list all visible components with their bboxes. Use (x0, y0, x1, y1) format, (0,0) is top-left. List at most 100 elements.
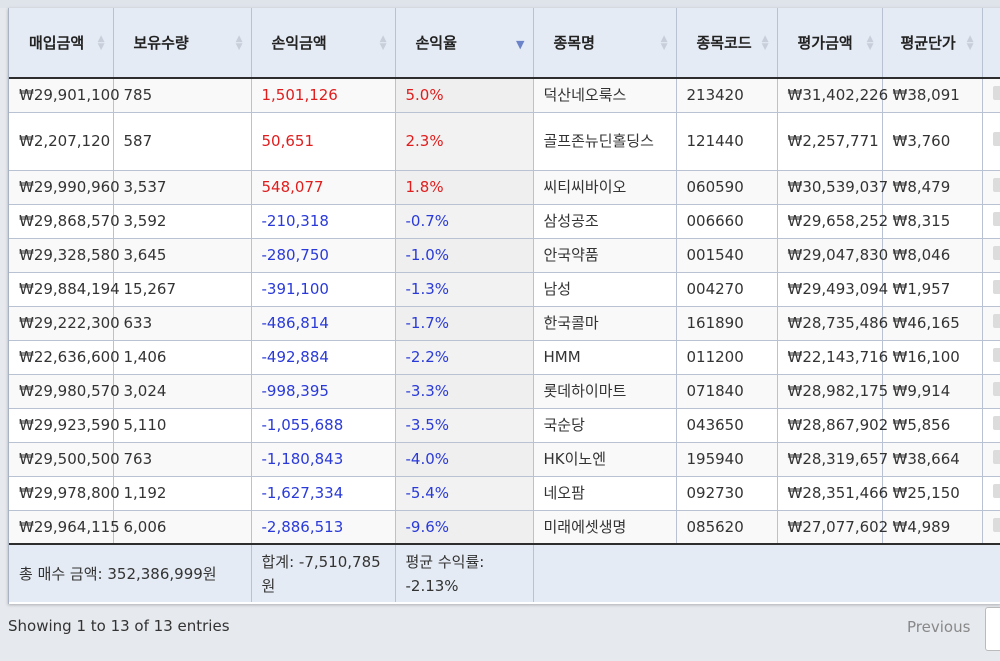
cell-quantity: 633 (113, 306, 252, 341)
row-action-cell (982, 112, 1000, 171)
next-page-button[interactable] (985, 607, 1000, 651)
row-action-button[interactable] (992, 86, 1000, 101)
table-footer: 총 매수 금액: 352,386,999원 합계: -7,510,785원 평균… (9, 543, 1000, 602)
average-rate: 평균 수익률: -2.13% (395, 543, 534, 602)
cell-eval: ₩2,257,771 (777, 112, 883, 171)
table-header: 매입금액 ▲ ▼ 보유수량 ▲ ▼ 손익금액 ▲ ▼ 손익율 ▼ 종목명 ▲ ▼ 종목코드 ▲ ▼ 평… (9, 8, 1000, 79)
table-row[interactable]: ₩29,978,800 1,192 -1,627,334 -5.4% 네오팜 092730… (9, 476, 1000, 511)
cell-stock-name: 국순당 (533, 408, 677, 443)
cell-stock-name: 씨티씨바이오 (533, 170, 677, 205)
col-header-stock-name[interactable]: 종목명 ▲ ▼ (533, 8, 677, 79)
cell-rate: -1.7% (395, 306, 534, 341)
cell-avg-price: ₩16,100 (882, 340, 983, 375)
cell-avg-price: ₩46,165 (882, 306, 983, 341)
cell-stock-code: 043650 (676, 408, 778, 443)
table-row[interactable]: ₩2,207,120 587 50,651 2.3% 골프존뉴딘홀딩스 121440 ₩2,… (9, 112, 1000, 171)
sort-icon: ▲ ▼ (966, 34, 974, 52)
cell-purchase: ₩29,500,500 (9, 442, 120, 477)
cell-profit-loss: -492,884 (251, 340, 396, 375)
cell-eval: ₩29,493,094 (777, 272, 888, 307)
cell-quantity: 1,406 (113, 340, 252, 375)
row-action-button[interactable] (992, 246, 1000, 260)
col-header-purchase[interactable]: 매입금액 ▲ ▼ (9, 8, 114, 79)
cell-stock-name: 골프존뉴딘홀딩스 (533, 112, 677, 171)
cell-purchase: ₩29,884,194 (9, 272, 120, 307)
row-action-cell (982, 272, 1000, 307)
cell-eval: ₩31,402,226 (777, 78, 888, 113)
row-action-button[interactable] (992, 416, 1000, 430)
cell-eval: ₩28,735,486 (777, 306, 888, 341)
sort-icon: ▲ ▼ (866, 34, 874, 52)
cell-quantity: 3,645 (113, 238, 252, 273)
row-action-cell (982, 510, 1000, 545)
col-header-profit-loss[interactable]: 손익금액 ▲ ▼ (251, 8, 396, 79)
table-row[interactable]: ₩29,222,300 633 -486,814 -1.7% 한국콜마 161890 ₩28… (9, 306, 1000, 341)
row-action-cell (982, 170, 1000, 205)
row-action-button[interactable] (992, 132, 1000, 146)
row-action-button[interactable] (992, 348, 1000, 362)
table-row[interactable]: ₩29,980,570 3,024 -998,395 -3.3% 롯데하이마트 07184… (9, 374, 1000, 409)
table-row[interactable]: ₩29,868,570 3,592 -210,318 -0.7% 삼성공조 006660 ₩… (9, 204, 1000, 239)
row-action-button[interactable] (992, 517, 1000, 532)
col-header-quantity[interactable]: 보유수량 ▲ ▼ (113, 8, 252, 79)
previous-button[interactable]: Previous (907, 618, 971, 636)
col-header-avg-price[interactable]: 평균단가 ▲ ▼ (882, 8, 983, 79)
cell-purchase: ₩29,222,300 (9, 306, 120, 341)
sort-icon: ▲ ▼ (235, 34, 243, 52)
row-action-button[interactable] (992, 212, 1000, 226)
table-row[interactable]: ₩29,923,590 5,110 -1,055,688 -3.5% 국순당 043650… (9, 408, 1000, 443)
cell-stock-name: 덕산네오룩스 (533, 78, 677, 113)
cell-quantity: 587 (113, 112, 252, 171)
cell-eval: ₩29,047,830 (777, 238, 888, 273)
total-purchase: 총 매수 금액: 352,386,999원 (9, 543, 252, 602)
table-row[interactable]: ₩29,884,194 15,267 -391,100 -1.3% 남성 004270 ₩2… (9, 272, 1000, 307)
cell-quantity: 3,592 (113, 204, 252, 239)
cell-avg-price: ₩1,957 (882, 272, 983, 307)
cell-stock-name: 남성 (533, 272, 677, 307)
cell-profit-loss: -1,055,688 (251, 408, 396, 443)
row-action-button[interactable] (992, 178, 1000, 192)
cell-purchase: ₩29,964,115 (9, 510, 120, 545)
cell-purchase: ₩29,901,100 (9, 78, 120, 113)
table-row[interactable]: ₩29,990,960 3,537 548,077 1.8% 씨티씨바이오 060590 ₩… (9, 170, 1000, 205)
cell-quantity: 15,267 (113, 272, 252, 307)
row-action-button[interactable] (992, 484, 1000, 498)
cell-quantity: 785 (113, 78, 252, 113)
cell-profit-loss: -391,100 (251, 272, 396, 307)
cell-profit-loss: -280,750 (251, 238, 396, 273)
table-row[interactable]: ₩29,500,500 763 -1,180,843 -4.0% HK이노엔 195940… (9, 442, 1000, 477)
table-row[interactable]: ₩29,328,580 3,645 -280,750 -1.0% 안국약품 001540 ₩… (9, 238, 1000, 273)
row-action-cell (982, 408, 1000, 443)
cell-profit-loss: 1,501,126 (251, 78, 396, 113)
cell-purchase: ₩29,923,590 (9, 408, 120, 443)
col-header-stock-code[interactable]: 종목코드 ▲ ▼ (676, 8, 778, 79)
cell-rate: 1.8% (395, 170, 534, 205)
row-action-button[interactable] (992, 450, 1000, 464)
row-action-button[interactable] (992, 314, 1000, 328)
cell-avg-price: ₩8,046 (882, 238, 983, 273)
cell-purchase: ₩29,328,580 (9, 238, 120, 273)
row-action-cell (982, 442, 1000, 477)
row-action-button[interactable] (992, 382, 1000, 396)
col-header-rate[interactable]: 손익율 ▼ (395, 8, 534, 79)
row-action-button[interactable] (992, 280, 1000, 294)
cell-stock-code: 060590 (676, 170, 778, 205)
cell-stock-name: 미래에셋생명 (533, 510, 677, 545)
cell-rate: -5.4% (395, 476, 534, 511)
cell-avg-price: ₩38,091 (882, 78, 983, 113)
cell-rate: -3.3% (395, 374, 534, 409)
cell-stock-code: 071840 (676, 374, 778, 409)
cell-purchase: ₩29,990,960 (9, 170, 120, 205)
cell-quantity: 5,110 (113, 408, 252, 443)
col-header-eval[interactable]: 평가금액 ▲ ▼ (777, 8, 883, 79)
col-header-action (982, 8, 1000, 79)
table-row[interactable]: ₩22,636,600 1,406 -492,884 -2.2% HMM 011200 ₩2… (9, 340, 1000, 375)
table-body: ₩29,901,100 785 1,501,126 5.0% 덕산네오룩스 213420 ₩… (9, 78, 1000, 545)
row-action-cell (982, 306, 1000, 341)
table-row[interactable]: ₩29,901,100 785 1,501,126 5.0% 덕산네오룩스 213420 ₩… (9, 78, 1000, 113)
sort-icon: ▲ ▼ (379, 34, 387, 52)
cell-eval: ₩22,143,716 (777, 340, 888, 375)
table-row[interactable]: ₩29,964,115 6,006 -2,886,513 -9.6% 미래에셋생명 085… (9, 510, 1000, 545)
row-action-cell (982, 476, 1000, 511)
holdings-table-container: 매입금액 ▲ ▼ 보유수량 ▲ ▼ 손익금액 ▲ ▼ 손익율 ▼ 종목명 ▲ ▼ 종목코드 ▲ ▼ 평… (8, 8, 1000, 604)
